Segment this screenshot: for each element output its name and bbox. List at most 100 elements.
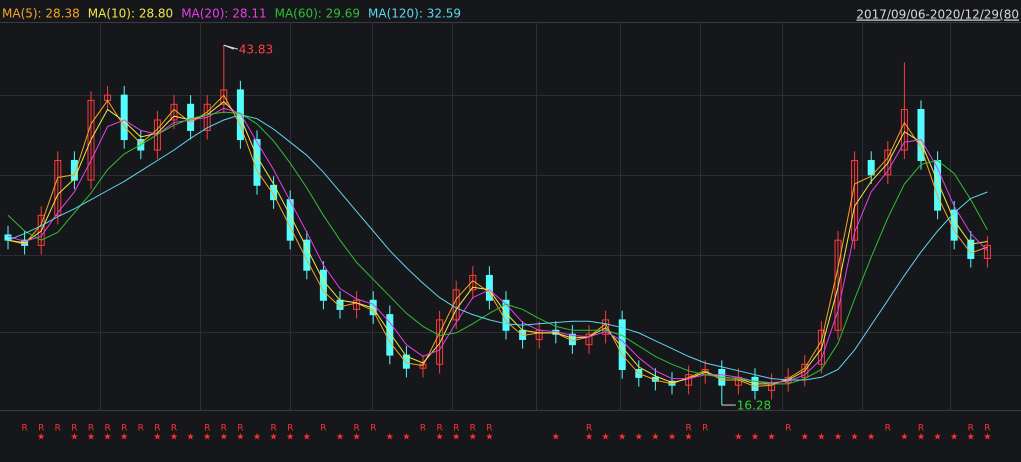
- candle-body: [153, 119, 161, 151]
- signal-mark: R: [984, 424, 990, 434]
- signal-mark: R: [702, 424, 708, 434]
- candle-body: [817, 329, 825, 365]
- signal-mark: R: [320, 424, 326, 434]
- candle-body: [54, 159, 62, 216]
- signal-mark: ★: [469, 433, 477, 443]
- signal-mark: R: [21, 424, 27, 434]
- signal-mark: R: [38, 424, 44, 434]
- signal-mark: ★: [917, 433, 925, 443]
- candle-body: [319, 269, 327, 301]
- signal-mark: ★: [967, 433, 975, 443]
- signal-mark: R: [918, 424, 924, 434]
- signal-mark: ★: [651, 433, 659, 443]
- signal-mark: ★: [934, 433, 942, 443]
- signal-mark: R: [270, 424, 276, 434]
- signal-mark: R: [171, 424, 177, 434]
- signal-mark: R: [88, 424, 94, 434]
- date-range[interactable]: 2017/09/06-2020/12/29(80: [856, 8, 1019, 22]
- signal-mark: R: [121, 424, 127, 434]
- signal-mark: ★: [817, 433, 825, 443]
- signal-mark: ★: [668, 433, 676, 443]
- min-label: 16.28: [737, 399, 771, 413]
- signal-mark: ★: [851, 433, 859, 443]
- signal-mark: R: [237, 424, 243, 434]
- candle-body: [402, 354, 410, 369]
- signal-mark: R: [685, 424, 691, 434]
- signal-mark: ★: [386, 433, 394, 443]
- candle-body: [87, 99, 95, 181]
- signal-mark: ★: [353, 433, 361, 443]
- signal-mark: ★: [436, 433, 444, 443]
- signal-mark: ★: [170, 433, 178, 443]
- signal-mark: R: [138, 424, 144, 434]
- signal-mark: ★: [37, 433, 45, 443]
- candle-body: [585, 333, 593, 346]
- candle-body: [419, 363, 427, 369]
- signal-mark: R: [154, 424, 160, 434]
- candle-body: [436, 319, 444, 365]
- signal-mark: ★: [153, 433, 161, 443]
- signal-mark: R: [221, 424, 227, 434]
- candle-body: [685, 374, 693, 386]
- candle-body: [37, 214, 45, 246]
- signal-mark: ★: [253, 433, 261, 443]
- signal-mark: R: [885, 424, 891, 434]
- signal-mark: ★: [734, 433, 742, 443]
- signal-mark: ★: [203, 433, 211, 443]
- signal-mark: ★: [950, 433, 958, 443]
- signal-mark: ★: [585, 433, 593, 443]
- signal-mark: R: [586, 424, 592, 434]
- signal-mark: R: [55, 424, 61, 434]
- legend-item: MA(60): 29.69: [275, 7, 360, 21]
- ma-line: [7, 107, 988, 384]
- signal-mark: R: [287, 424, 293, 434]
- signal-mark: ★: [900, 433, 908, 443]
- candle-body: [286, 199, 294, 241]
- signal-mark: ★: [983, 433, 991, 443]
- candle-body: [303, 239, 311, 271]
- signal-mark: ★: [485, 433, 493, 443]
- signal-mark: R: [204, 424, 210, 434]
- candle-body: [983, 244, 991, 259]
- candle-body: [270, 184, 278, 201]
- signal-mark: ★: [768, 433, 776, 443]
- candle-body: [618, 319, 626, 371]
- signal-mark: ★: [685, 433, 693, 443]
- signal-mark: R: [486, 424, 492, 434]
- signal-mark: ★: [452, 433, 460, 443]
- signal-mark: ★: [336, 433, 344, 443]
- candle-body: [801, 363, 809, 378]
- signal-mark: ★: [402, 433, 410, 443]
- signal-mark: ★: [236, 433, 244, 443]
- signal-mark: ★: [751, 433, 759, 443]
- signal-mark: ★: [635, 433, 643, 443]
- signal-mark: ★: [303, 433, 311, 443]
- candle-body: [386, 314, 394, 356]
- signal-mark: ★: [602, 433, 610, 443]
- signal-mark: R: [370, 424, 376, 434]
- signal-mark: ★: [220, 433, 228, 443]
- signal-mark: ★: [618, 433, 626, 443]
- signal-mark: R: [968, 424, 974, 434]
- signal-mark: R: [104, 424, 110, 434]
- signal-mark: ★: [552, 433, 560, 443]
- signal-mark: R: [785, 424, 791, 434]
- candle-body: [917, 109, 925, 161]
- grid: [0, 22, 1021, 410]
- signal-mark: R: [453, 424, 459, 434]
- candle-body: [967, 239, 975, 259]
- candle-body: [120, 94, 128, 141]
- signal-mark: R: [420, 424, 426, 434]
- legend-item: MA(120): 32.59: [368, 7, 461, 21]
- signal-mark: R: [71, 424, 77, 434]
- candle-body: [867, 159, 875, 176]
- signal-mark: ★: [867, 433, 875, 443]
- ma-line: [7, 114, 988, 381]
- legend-item: MA(10): 28.80: [88, 7, 173, 21]
- max-label: 43.83: [239, 43, 273, 57]
- candle-body: [220, 89, 228, 105]
- signal-mark: ★: [270, 433, 278, 443]
